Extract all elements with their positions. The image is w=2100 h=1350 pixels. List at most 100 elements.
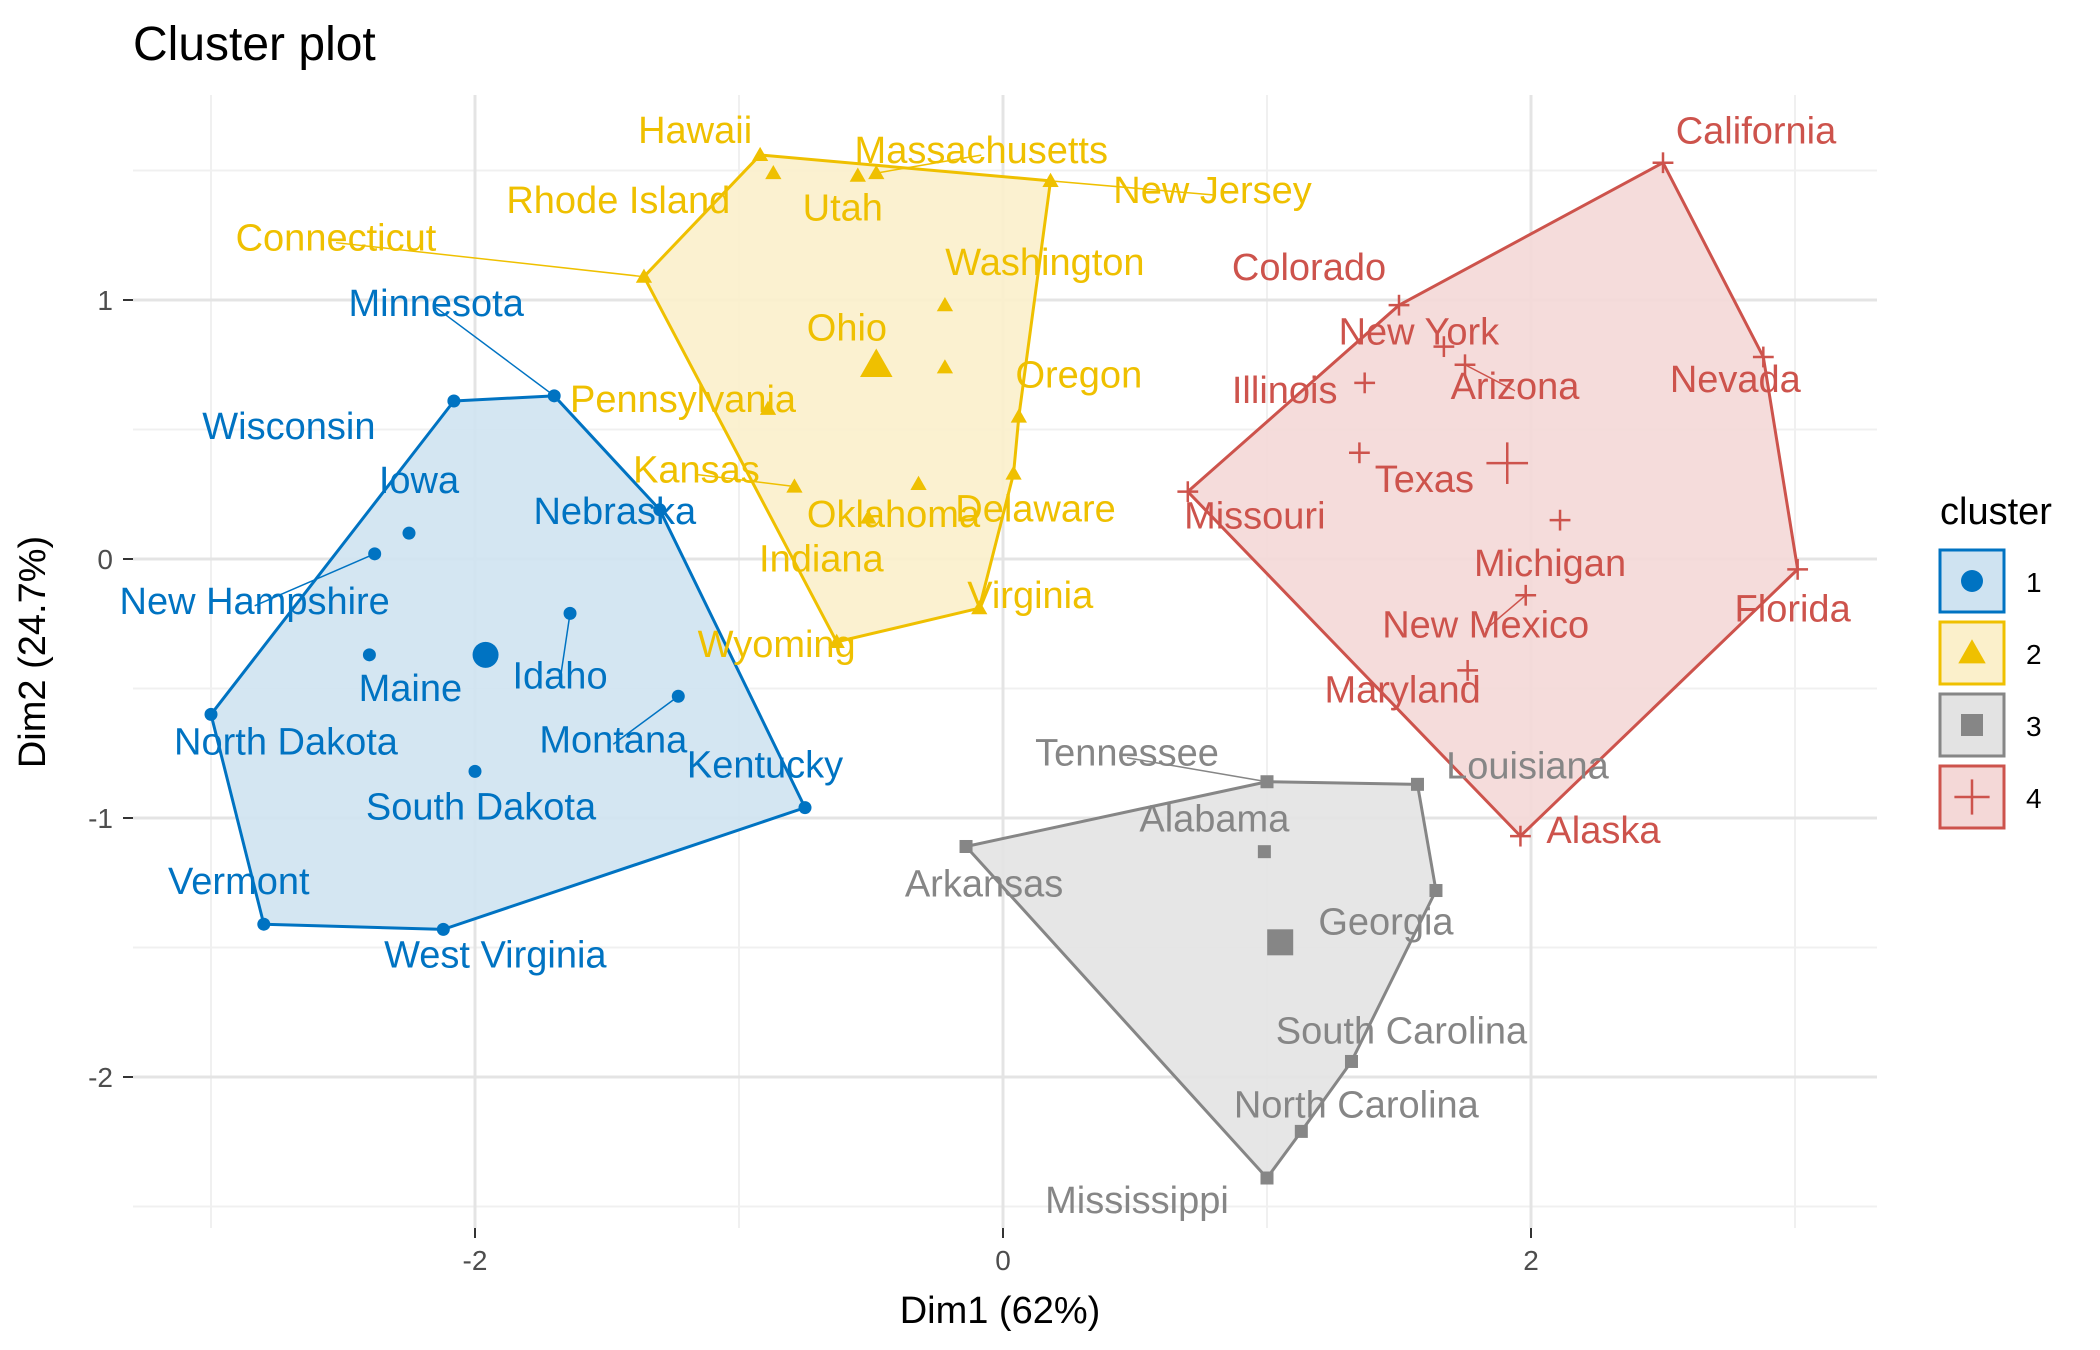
point-label: Rhode Island — [506, 180, 730, 222]
point-label: Montana — [539, 719, 688, 761]
data-point — [547, 389, 561, 403]
data-point — [402, 526, 416, 540]
label-leader-line — [254, 553, 375, 607]
chart-title: Cluster plot — [133, 18, 376, 71]
data-point — [860, 509, 877, 524]
data-point — [1457, 659, 1479, 681]
legend-label-3: 3 — [2026, 711, 2042, 742]
data-point — [362, 648, 376, 662]
legend-label-2: 2 — [2026, 639, 2042, 670]
data-point — [1042, 172, 1059, 187]
data-point — [204, 707, 218, 721]
point-label: New York — [1339, 312, 1501, 354]
label-leader-line — [1485, 594, 1527, 630]
point-label: Michigan — [1474, 543, 1626, 585]
data-point — [1349, 442, 1370, 464]
point-label: Wisconsin — [202, 406, 375, 448]
data-point — [936, 359, 954, 374]
data-point — [1257, 845, 1271, 859]
data-point — [1344, 1054, 1358, 1068]
data-point — [759, 400, 777, 415]
point-label: Alaska — [1546, 810, 1661, 852]
point-label: Nebraska — [533, 491, 696, 533]
data-point — [447, 394, 461, 408]
data-point — [1549, 509, 1571, 531]
data-point — [1260, 1171, 1274, 1185]
legend-label-4: 4 — [2026, 783, 2042, 814]
legend: cluster 1 2 3 4 — [1938, 491, 2052, 830]
data-point — [1294, 1124, 1308, 1138]
y-tick-label: 0 — [97, 544, 113, 575]
data-point — [671, 689, 685, 703]
point-label: Florida — [1735, 588, 1852, 630]
cluster-center-3 — [1267, 929, 1294, 956]
x-tick-label: 0 — [995, 1245, 1011, 1276]
point-label: Louisiana — [1446, 745, 1610, 787]
point-label: Kansas — [633, 449, 760, 491]
point-label: Idaho — [512, 655, 607, 697]
data-point — [868, 164, 885, 180]
axes: -2 0 2 -2 -1 0 1 — [88, 285, 1539, 1276]
cluster-hull-1 — [209, 394, 807, 931]
data-point — [257, 917, 271, 931]
data-point — [798, 801, 812, 815]
data-point — [368, 547, 382, 561]
data-point — [765, 164, 782, 180]
data-point — [1388, 294, 1410, 316]
point-label: Georgia — [1318, 902, 1454, 944]
x-axis-label: Dim1 (62%) — [900, 1290, 1101, 1332]
data-point — [1410, 777, 1424, 791]
point-label: New Jersey — [1113, 170, 1312, 212]
data-point — [936, 297, 954, 312]
point-label: Ohio — [807, 307, 887, 349]
data-point — [1454, 354, 1476, 376]
legend-symbol-3 — [1961, 714, 1983, 736]
label-leader-line — [1464, 364, 1516, 392]
data-point — [1429, 884, 1443, 898]
point-label: Illinois — [1232, 370, 1338, 412]
x-tick-label: 2 — [1523, 1245, 1539, 1276]
label-leader-lines — [254, 154, 1527, 783]
data-point — [1515, 584, 1537, 606]
label-leader-line — [1050, 180, 1213, 196]
point-label: Minnesota — [349, 283, 525, 325]
point-label: Nevada — [1670, 359, 1802, 401]
point-label: Wyoming — [698, 624, 856, 666]
point-label: Pennsylvania — [570, 379, 797, 421]
label-leader-line — [559, 613, 571, 681]
point-label: Colorado — [1232, 247, 1386, 289]
point-label: Iowa — [379, 460, 460, 502]
point-label: Indiana — [759, 539, 885, 581]
point-label: Massachusetts — [855, 130, 1108, 172]
data-point — [1433, 336, 1455, 358]
data-point — [1510, 825, 1531, 847]
point-label: New Hampshire — [120, 581, 390, 623]
data-point — [959, 839, 973, 853]
point-label: Washington — [945, 242, 1144, 284]
point-label: Missouri — [1184, 496, 1325, 538]
data-point — [653, 503, 667, 517]
point-label: South Dakota — [366, 786, 597, 828]
cluster-center-1 — [472, 641, 499, 668]
cluster-center-4 — [1486, 442, 1529, 484]
data-point — [849, 167, 866, 182]
y-tick-label: 1 — [97, 285, 113, 316]
data-point — [635, 268, 653, 283]
legend-title: cluster — [1940, 491, 2052, 533]
data-point — [1787, 558, 1809, 580]
cluster-center-2 — [860, 348, 893, 377]
data-point — [1354, 372, 1376, 394]
point-label: Arkansas — [905, 863, 1063, 905]
data-points — [204, 146, 1809, 1185]
label-leader-line — [335, 241, 645, 278]
data-point — [1752, 346, 1774, 368]
data-point — [1260, 775, 1274, 789]
point-label: California — [1676, 111, 1837, 153]
data-point — [1652, 152, 1674, 174]
label-leader-line — [876, 154, 982, 174]
data-point — [1177, 481, 1199, 503]
legend-symbol-1 — [1961, 570, 1983, 592]
label-leader-line — [612, 695, 679, 745]
label-leader-line — [696, 473, 795, 488]
legend-key-1 — [1938, 548, 2006, 614]
